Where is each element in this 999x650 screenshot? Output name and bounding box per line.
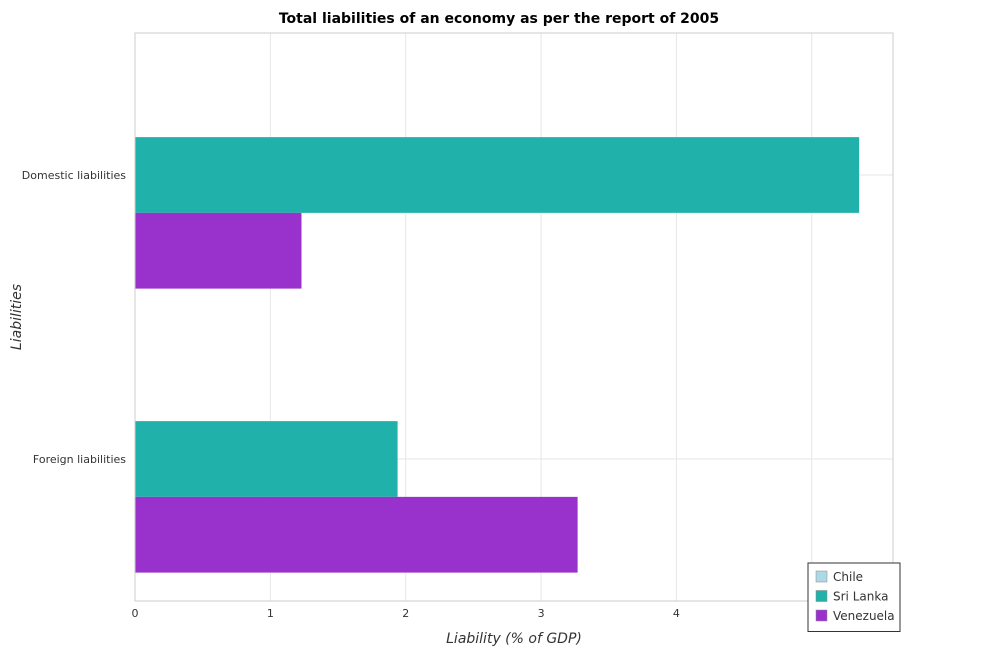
- chart-title: Total liabilities of an economy as per t…: [279, 11, 719, 27]
- x-tick-label: 4: [673, 607, 680, 620]
- y-tick-label: Foreign liabilities: [33, 453, 126, 466]
- x-tick-label: 3: [538, 607, 545, 620]
- legend-swatch: [815, 590, 828, 602]
- bar: [135, 137, 860, 213]
- plot-frame: [134, 32, 894, 602]
- legend-swatch: [815, 570, 828, 583]
- y-tick-label: Domestic liabilities: [22, 169, 126, 182]
- x-tick-label: 0: [132, 607, 139, 620]
- legend-label: Chile: [833, 570, 863, 584]
- legend-label: Sri Lanka: [833, 590, 888, 604]
- bar: [135, 421, 398, 497]
- bar: [135, 496, 578, 573]
- x-tick-label: 2: [402, 607, 409, 620]
- legend-swatch: [815, 609, 828, 622]
- y-axis-label: Liabilities: [9, 284, 25, 350]
- legend-label: Venezuela: [833, 609, 895, 623]
- bar: [135, 212, 302, 289]
- x-tick-label: 1: [267, 607, 274, 620]
- legend: Chile Sri Lanka Venezuela: [807, 562, 901, 632]
- bars: [135, 137, 860, 573]
- x-axis-label: Liability (% of GDP): [446, 631, 582, 647]
